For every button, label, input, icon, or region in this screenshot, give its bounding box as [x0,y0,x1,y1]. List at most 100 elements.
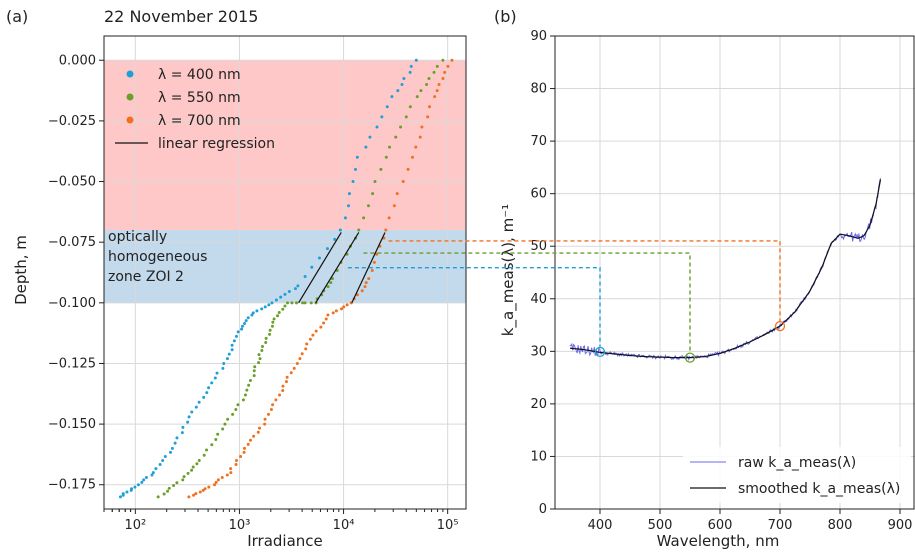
scatter-point [213,376,217,380]
scatter-point [257,361,261,365]
y-tick-label: −0.050 [48,175,96,190]
scatter-point [284,380,288,384]
regression-line [315,232,360,304]
scatter-point [251,311,255,315]
scatter-point [118,495,122,499]
scatter-point [409,64,413,68]
scatter-point [347,204,351,208]
scatter-point [272,317,276,321]
x-tick-label: 10⁴ [333,518,355,533]
scatter-point [263,305,267,309]
scatter-point [231,412,235,416]
scatter-point [253,365,257,369]
scatter-point [364,281,368,285]
scatter-point [411,155,415,159]
scatter-point [426,115,430,119]
y-tick-label: 60 [530,187,547,202]
regression-line [351,232,386,304]
panel-b-ylabel: k_a_meas(λ), m⁻¹ [499,204,518,336]
scatter-point [351,180,355,184]
scatter-point [338,228,342,232]
scatter-point [333,237,337,241]
scatter-point [362,216,366,220]
scatter-point [281,389,285,393]
legend-label: linear regression [158,136,275,152]
scatter-point [195,462,199,466]
zone-label: optically homogeneous zone ZOI 2 [108,229,207,285]
scatter-point [414,145,418,149]
scatter-point [281,307,285,311]
scatter-point [216,432,220,436]
scatter-point [278,393,282,397]
scatter-point [154,467,158,471]
scatter-point [187,495,191,499]
scatter-point [375,125,379,129]
y-tick-label: 90 [530,29,547,44]
scatter-point [274,398,278,402]
scatter-point [264,336,268,340]
scatter-point [366,204,370,208]
scatter-point [216,478,220,482]
scatter-point [187,415,191,419]
scatter-point [406,167,410,171]
scatter-point [279,295,283,299]
scatter-point [239,454,243,458]
scatter-point [396,89,400,93]
scatter-point [425,83,429,87]
panel-a-label: (a) [6,7,28,26]
scatter-point [408,105,412,109]
scatter-point [435,64,439,68]
panel-a-legend: λ = 400 nm λ = 550 nm λ = 700 nm linear reg… [115,67,275,152]
scatter-point [236,403,240,407]
scatter-point [190,410,194,414]
scatter-point [319,325,323,329]
scatter-point [207,386,211,390]
scatter-point [162,492,166,496]
scatter-point [340,307,344,311]
panel-a-regressions [298,232,386,304]
scatter-point [227,352,231,356]
scatter-point [384,155,388,159]
scatter-point [260,307,264,311]
scatter-point [354,167,358,171]
scatter-point [236,330,240,334]
scatter-point [264,340,268,344]
scatter-point [432,70,436,74]
scatter-point [364,145,368,149]
scatter-point [274,298,278,302]
scatter-point [247,383,251,387]
scatter-point [368,135,372,139]
scatter-point [161,458,165,462]
scatter-point [317,256,321,260]
scatter-point [133,485,137,489]
scatter-point [150,473,154,477]
scatter-point [287,290,291,294]
scatter-point [433,95,437,99]
scatter-point [301,301,305,305]
scatter-point [305,342,309,346]
scatter-point [221,427,225,431]
scatter-point [202,453,206,457]
scatter-point [214,437,218,441]
scatter-point [415,95,419,99]
scatter-point [388,145,392,149]
y-tick-label: 80 [530,82,547,97]
scatter-point [303,275,307,279]
scatter-point [223,422,227,426]
panel-a-ticks: 0.000 −0.025 −0.050 −0.075 −0.100 −0.125 −0.15… [48,53,459,533]
scatter-point [175,436,179,440]
panel-a-points [118,58,454,499]
scatter-point [334,309,338,313]
scatter-point [229,467,233,471]
scatter-point [263,417,267,421]
scatter-point [186,420,190,424]
scatter-point [387,216,391,220]
connector-line [388,240,781,322]
scatter-point [270,324,274,328]
scatter-point [343,216,347,220]
smoothed-ka-line [569,179,882,359]
scatter-point [203,487,207,491]
scatter-point [414,58,418,62]
zone-label-line: zone ZOI 2 [108,269,184,285]
y-tick-label: 20 [530,397,547,412]
